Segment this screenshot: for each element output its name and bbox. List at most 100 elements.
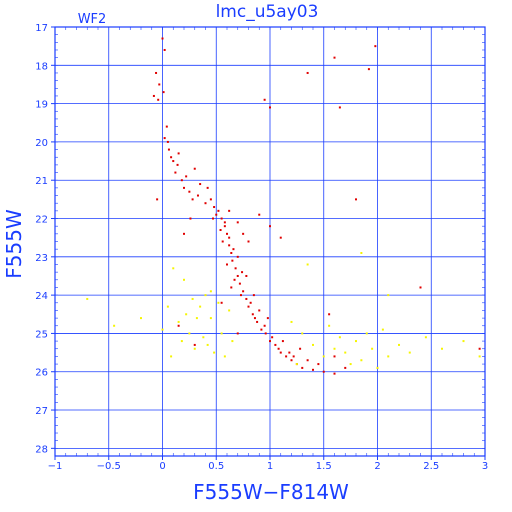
data-point	[251, 313, 254, 316]
data-point	[209, 198, 212, 201]
data-point	[191, 198, 194, 201]
x-tick-label: 0.5	[208, 461, 224, 472]
data-point	[228, 309, 231, 312]
data-point	[239, 294, 242, 297]
y-tick-label: 25	[35, 329, 48, 340]
data-point	[317, 363, 320, 366]
data-point	[221, 240, 224, 243]
data-point	[306, 359, 309, 362]
data-point	[462, 340, 465, 343]
data-point	[333, 347, 336, 350]
data-point	[249, 301, 252, 304]
data-point	[424, 336, 427, 339]
data-point	[213, 206, 216, 209]
x-tick-label: −1	[48, 461, 63, 472]
data-point	[344, 366, 347, 369]
data-point	[177, 320, 180, 323]
data-point	[188, 190, 191, 193]
data-point	[226, 263, 228, 266]
y-tick-label: 28	[35, 444, 48, 455]
data-point	[195, 317, 198, 320]
data-point	[206, 343, 209, 346]
data-point	[166, 305, 169, 308]
tick-labels: −1 −0.5 0 0.5 1 1.5 2 2.5 3 17 18 19 20 21 22 23 24 25 26 2…	[35, 23, 488, 472]
data-point	[204, 294, 207, 297]
data-point	[165, 125, 168, 128]
data-point	[355, 198, 357, 201]
data-point	[212, 217, 215, 220]
grid-lines	[51, 26, 486, 460]
data-point	[376, 366, 379, 369]
y-tick-label: 27	[35, 406, 48, 417]
data-point	[247, 240, 250, 243]
data-point	[301, 366, 304, 369]
x-tick-label: 1	[267, 461, 273, 472]
data-point	[256, 320, 259, 323]
data-point	[328, 313, 331, 316]
data-point	[217, 301, 220, 304]
y-tick-label: 23	[35, 253, 48, 264]
data-point	[152, 94, 155, 97]
data-point	[264, 332, 267, 335]
y-tick-label: 20	[35, 138, 48, 149]
data-point	[236, 274, 239, 277]
data-point	[367, 68, 370, 71]
data-point	[228, 236, 231, 239]
data-point	[349, 363, 352, 366]
data-point	[312, 343, 314, 346]
y-axis-label: F555W	[2, 209, 26, 279]
data-point	[206, 186, 209, 189]
data-point	[387, 355, 390, 358]
data-point	[241, 271, 244, 274]
x-axis-label: F555W−F814W	[193, 480, 349, 504]
data-point	[371, 347, 374, 350]
data-point	[360, 359, 363, 362]
data-point	[266, 317, 269, 320]
data-point	[322, 370, 325, 373]
y-tick-label: 22	[35, 215, 48, 226]
data-point	[204, 202, 207, 205]
data-point	[441, 347, 443, 350]
data-point	[213, 351, 216, 354]
data-point	[199, 305, 202, 308]
data-point	[188, 332, 191, 335]
data-point	[162, 91, 165, 94]
data-point	[220, 217, 223, 220]
data-point	[163, 48, 166, 51]
data-point	[269, 340, 271, 343]
data-point	[290, 359, 293, 362]
data-point	[172, 267, 175, 270]
data-point	[226, 232, 228, 235]
data-point	[269, 225, 271, 228]
data-point	[263, 98, 266, 101]
data-point	[156, 198, 159, 201]
data-point	[333, 56, 336, 59]
data-point	[338, 106, 341, 109]
data-point	[344, 351, 347, 354]
data-point	[113, 324, 116, 327]
data-point	[269, 106, 271, 109]
data-point	[242, 290, 245, 293]
data-point	[228, 209, 231, 212]
data-point	[292, 355, 295, 358]
data-point	[419, 286, 422, 289]
data-point	[209, 290, 212, 293]
data-point	[247, 305, 250, 308]
data-point	[166, 140, 169, 143]
data-point	[290, 320, 293, 323]
data-point	[217, 209, 220, 212]
data-point	[355, 340, 357, 343]
data-point	[223, 355, 226, 358]
data-point	[172, 160, 175, 163]
data-point	[223, 221, 226, 224]
y-tick-label: 18	[35, 61, 48, 72]
data-point	[232, 248, 235, 251]
data-point	[209, 317, 212, 320]
data-point	[140, 317, 142, 320]
y-tick-label: 17	[35, 23, 48, 34]
data-points	[86, 37, 481, 375]
data-point	[157, 98, 160, 101]
data-point	[177, 324, 180, 327]
data-point	[189, 217, 192, 220]
